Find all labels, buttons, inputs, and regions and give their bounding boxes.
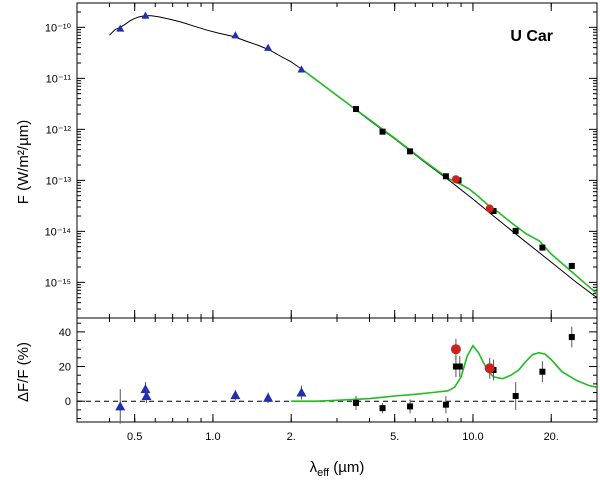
residual-square-marker xyxy=(456,363,463,370)
sed-y-tick-label: 10⁻¹⁴ xyxy=(45,226,72,238)
sed-square-marker xyxy=(539,244,546,251)
sed-plot-layer: 10⁻¹⁰ 10⁻¹¹ 10⁻¹² 10⁻¹³ 10⁻¹⁴ 10⁻¹⁵ xyxy=(45,2,598,319)
sed-panel-frame xyxy=(76,2,598,319)
sed-square-marker xyxy=(512,227,519,234)
residual-triangle-marker xyxy=(296,387,307,397)
residual-square-marker xyxy=(512,393,519,399)
residual-square-marker xyxy=(442,401,449,408)
residual-circle-marker xyxy=(450,344,461,355)
residual-triangle-marker xyxy=(115,401,126,411)
x-tick-label: 0.5 xyxy=(127,431,142,443)
residual-triangle-marker xyxy=(230,390,241,400)
residual-y-tick-label: 20 xyxy=(59,362,71,374)
sed-triangle-marker xyxy=(297,65,306,73)
x-tick-label: 2. xyxy=(287,431,296,443)
sed-square-marker xyxy=(379,128,386,135)
residual-y-tick-label: 0 xyxy=(65,396,71,408)
sed-square-marker xyxy=(568,262,575,269)
sed-y-axis-title: F (W/m²/µm) xyxy=(15,120,32,204)
residual-square-marker xyxy=(568,334,575,341)
sed-y-tick-label: 10⁻¹¹ xyxy=(46,73,72,85)
residual-triangle-marker xyxy=(141,391,152,400)
residual-y-axis-title: ΔF/F (%) xyxy=(15,342,32,402)
x-axis-title-subscript: eff xyxy=(317,467,330,479)
residual-triangle-marker xyxy=(140,384,151,394)
x-tick-label: 10.0 xyxy=(462,431,483,443)
sed-circle-marker xyxy=(485,204,494,213)
sed-line-series-0 xyxy=(109,15,598,299)
sed-y-tick-label: 10⁻¹⁵ xyxy=(45,277,71,289)
residual-square-marker xyxy=(407,403,414,410)
residual-circle-marker xyxy=(484,363,495,374)
residual-square-marker xyxy=(452,363,459,370)
x-tick-label: 20. xyxy=(544,431,559,443)
sed-square-marker xyxy=(353,106,360,113)
sed-triangle-marker xyxy=(141,11,150,19)
sed-y-tick-label: 10⁻¹³ xyxy=(46,175,72,187)
sed-square-marker xyxy=(407,148,414,155)
sed-triangle-marker xyxy=(116,24,125,32)
residual-plot-layer: 0.5 1.0 2. 5. 10.0 20. 0 20 40 xyxy=(59,318,598,443)
residual-triangle-marker xyxy=(263,392,274,402)
sed-line-series-1 xyxy=(301,68,598,295)
sed-circle-marker xyxy=(451,175,460,184)
residual-y-tick-label: 40 xyxy=(59,327,71,339)
residual-line-series-0 xyxy=(291,344,598,402)
sed-y-tick-label: 10⁻¹⁰ xyxy=(45,22,72,34)
residual-square-marker xyxy=(353,399,360,406)
sed-square-marker xyxy=(442,173,449,180)
x-axis-title: λeff (µm) xyxy=(310,459,365,479)
sed-triangle-marker xyxy=(264,43,273,51)
residual-square-marker xyxy=(539,368,546,375)
x-tick-label: 5. xyxy=(390,431,399,443)
x-axis-title-unit: (µm) xyxy=(329,459,364,476)
star-name-annotation: U Car xyxy=(510,28,553,45)
sed-triangle-marker xyxy=(231,31,240,39)
sed-square-marker xyxy=(490,208,497,215)
x-tick-label: 1.0 xyxy=(205,431,220,443)
residual-square-marker xyxy=(379,405,386,412)
x-axis-title-lambda: λ xyxy=(310,459,318,476)
sed-y-tick-label: 10⁻¹² xyxy=(46,124,72,136)
